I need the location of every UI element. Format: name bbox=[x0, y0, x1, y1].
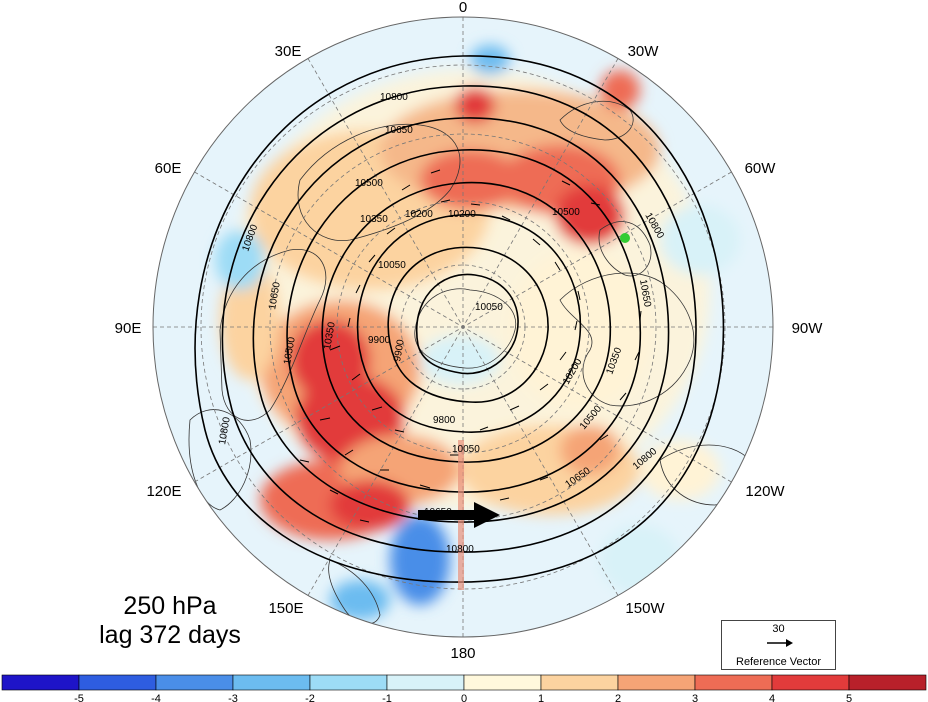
colorbar-tick-label: 0 bbox=[461, 693, 467, 702]
colorbar-swatch bbox=[617, 674, 696, 691]
contour-label: 10500 bbox=[552, 207, 580, 218]
lon-label-30e: 30E bbox=[275, 43, 302, 60]
lon-label-150e: 150E bbox=[268, 600, 303, 617]
contour-label: 10800 bbox=[380, 92, 408, 103]
contour-label: 10050 bbox=[452, 444, 480, 455]
colorbar-tick-label: 1 bbox=[538, 693, 544, 702]
lon-label-0: 0 bbox=[459, 0, 467, 16]
reference-vector-label: Reference Vector bbox=[736, 656, 821, 668]
colorbar: -5 -4 -3 -2 -1 0 1 2 3 4 5 bbox=[1, 674, 927, 702]
reference-arrow-icon bbox=[767, 639, 793, 647]
colorbar-swatch bbox=[463, 674, 542, 691]
graticule bbox=[153, 17, 773, 637]
colorbar-tick-label: 5 bbox=[846, 693, 852, 702]
lon-label-90e: 90E bbox=[115, 320, 142, 337]
lon-label-60w: 60W bbox=[745, 160, 777, 177]
contour-label: 10200 bbox=[448, 209, 476, 220]
title-lag: lag 372 days bbox=[99, 621, 241, 649]
contour-label: 10800 bbox=[446, 544, 474, 555]
colorbar-swatch bbox=[1, 674, 80, 691]
contour-label: 10650 bbox=[637, 279, 653, 309]
lon-label-150w: 150W bbox=[625, 600, 665, 617]
contour-label: 10800 bbox=[217, 416, 233, 446]
contour-label: 9800 bbox=[433, 415, 456, 426]
contour-label: 10500 bbox=[355, 178, 383, 189]
lon-label-120e: 120E bbox=[146, 483, 181, 500]
reference-vector-magnitude: 30 bbox=[772, 623, 785, 635]
title-level: 250 hPa bbox=[123, 592, 217, 620]
colorbar-swatch bbox=[694, 674, 773, 691]
colorbar-tick-label: -3 bbox=[228, 693, 238, 702]
lon-label-60e: 60E bbox=[155, 160, 182, 177]
reference-vector-box: 30 Reference Vector bbox=[721, 620, 836, 670]
contour-label: 10500 bbox=[282, 336, 298, 366]
plot-title: 250 hPa lag 372 days bbox=[70, 592, 270, 650]
colorbar-swatch bbox=[848, 674, 927, 691]
map-disk bbox=[152, 16, 774, 638]
lon-label-180: 180 bbox=[450, 645, 475, 662]
colorbar-tick-label: 3 bbox=[692, 693, 698, 702]
large-wind-arrow bbox=[418, 502, 500, 528]
contour-label: 10050 bbox=[475, 302, 503, 313]
contour-label: 9900 bbox=[392, 338, 407, 362]
colorbar-tick-label: -4 bbox=[151, 693, 161, 702]
lon-label-90w: 90W bbox=[792, 320, 824, 337]
colorbar-swatch bbox=[232, 674, 311, 691]
colorbar-tick-label: -5 bbox=[74, 693, 84, 702]
colorbar-swatch bbox=[771, 674, 850, 691]
contour-label: 9900 bbox=[368, 335, 391, 346]
contour-label: 10050 bbox=[378, 260, 406, 271]
colorbar-swatch bbox=[386, 674, 465, 691]
lon-label-120w: 120W bbox=[745, 483, 785, 500]
contour-label: 10200 bbox=[405, 209, 433, 220]
longitude-labels: 0 30W 60W 90W 120W 150W 180 150E 120E 90… bbox=[115, 0, 824, 662]
colorbar-tick-label: -2 bbox=[305, 693, 315, 702]
contour-label: 10650 bbox=[385, 125, 413, 136]
wind-vectors bbox=[299, 169, 642, 523]
colorbar-tick-label: 4 bbox=[769, 693, 775, 702]
height-contours bbox=[194, 55, 725, 583]
lon-label-30w: 30W bbox=[628, 43, 660, 60]
colorbar-tick-label: 2 bbox=[615, 693, 621, 702]
contour-label: 10650 bbox=[267, 281, 283, 311]
coastlines-lines bbox=[188, 100, 753, 625]
colorbar-swatch bbox=[78, 674, 157, 691]
contour-label: 10350 bbox=[322, 321, 338, 351]
colorbar-swatch bbox=[155, 674, 234, 691]
colorbar-tick-label: -1 bbox=[382, 693, 392, 702]
map-disk-border bbox=[152, 16, 774, 638]
colorbar-swatch bbox=[540, 674, 619, 691]
location-marker bbox=[620, 233, 630, 243]
contour-label: 10350 bbox=[360, 214, 388, 225]
colorbar-swatch bbox=[309, 674, 388, 691]
